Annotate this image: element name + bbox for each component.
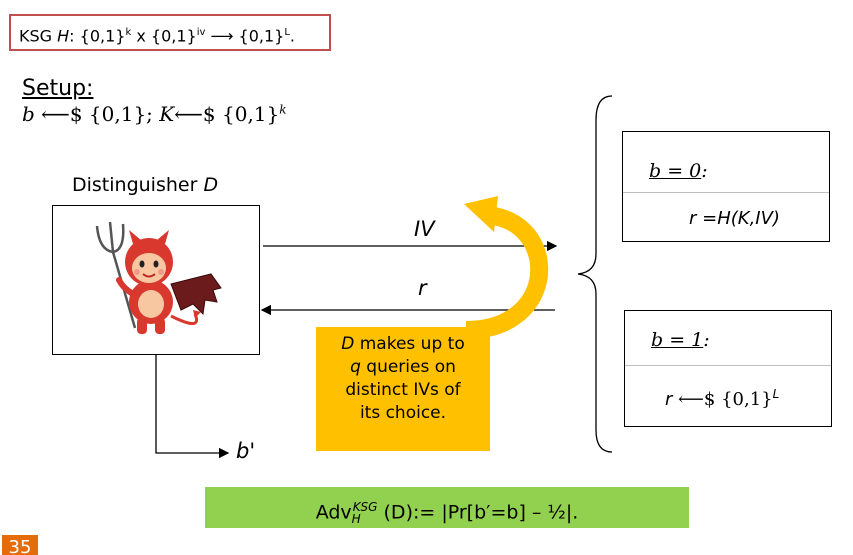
case-b1-header: b = 1: [625, 311, 831, 366]
setup-sup-k: k [279, 102, 287, 117]
setup-K-sample: ⟵$ {0,1} [174, 102, 280, 126]
case-b1-colon: : [703, 329, 710, 351]
output-arrow [155, 355, 230, 459]
setup-sampling: b ⟵$ {0,1}; K⟵$ {0,1}k [22, 102, 287, 126]
ksg-sup-L: L [284, 27, 290, 38]
case-b1-var: b = 1 [651, 329, 704, 351]
ksg-sup-iv: iv [196, 27, 206, 38]
setup-K: K [159, 102, 175, 126]
case-b1-sup-L: L [772, 387, 780, 401]
distinguisher-name: D [203, 174, 219, 196]
adv-text: Adv [315, 501, 352, 524]
setup-b: b [22, 102, 35, 126]
note-D: D [341, 334, 355, 354]
adv-formula: (D):= |Pr[b′=b] – ½|. [377, 501, 579, 524]
devil-illustration [95, 221, 222, 334]
note-q: q [350, 357, 361, 377]
case-b1-sample: ⟵$ {0,1} [672, 389, 773, 410]
case-b0-title: b = 0: [649, 160, 708, 182]
case-b1-title: b = 1: [651, 329, 710, 351]
case-b0-var: b = 0 [649, 160, 702, 182]
case-b0-output: r =H(K,IV) [689, 208, 780, 229]
note-line-2: q queries on [316, 356, 490, 379]
note-line-4: its choice. [359, 403, 447, 423]
challenger-brace [577, 95, 613, 453]
ksg-domain-key: : {0,1} [69, 26, 126, 46]
ksg-prefix: KSG [19, 26, 58, 46]
query-note: D makes up to q queries on distinct IVs … [316, 327, 490, 451]
distinguisher-label: Distinguisher D [72, 174, 218, 196]
slide-number: 35 [2, 535, 38, 555]
note-line-3: distinct IVs of [345, 380, 461, 400]
ksg-function-name: H [57, 26, 70, 46]
note-line-1-text: makes up to [354, 334, 465, 354]
ksg-domain-iv: x {0,1} [131, 26, 197, 46]
ksg-definition-box: KSG H: {0,1}k x {0,1}iv ⟶ {0,1}L. [9, 14, 331, 51]
adv-sup: KSG [352, 500, 378, 514]
ksg-period: . [289, 26, 295, 46]
output-b-prime: b' [236, 439, 256, 463]
ksg-sup-k: k [125, 27, 132, 38]
iv-label: IV [414, 217, 435, 241]
setup-b-sample: ⟵$ {0,1}; [34, 102, 160, 126]
case-b0-colon: : [701, 160, 708, 182]
case-b0-header: b = 0: [623, 132, 829, 193]
case-b1-r: r [665, 389, 673, 410]
curved-query-arrowhead [464, 196, 498, 232]
case-b1-output: r ⟵$ {0,1}L [665, 387, 779, 410]
advantage-definition: AdvHKSG (D):= |Pr[b′=b] – ½|. [205, 487, 689, 528]
ksg-range: ⟶ {0,1} [205, 26, 285, 46]
distinguisher-box [52, 205, 260, 355]
note-line-2-text: queries on [360, 357, 456, 377]
curved-query-arrow [465, 206, 549, 339]
case-b0-box: b = 0: r =H(K,IV) [622, 131, 830, 242]
distinguisher-text: Distinguisher [72, 174, 204, 196]
note-line-1: D makes up to [316, 333, 490, 356]
case-b1-box: b = 1: r ⟵$ {0,1}L [624, 310, 832, 427]
setup-label: Setup: [22, 76, 94, 101]
adv-sub: H [351, 512, 361, 527]
r-label: r [418, 276, 427, 300]
